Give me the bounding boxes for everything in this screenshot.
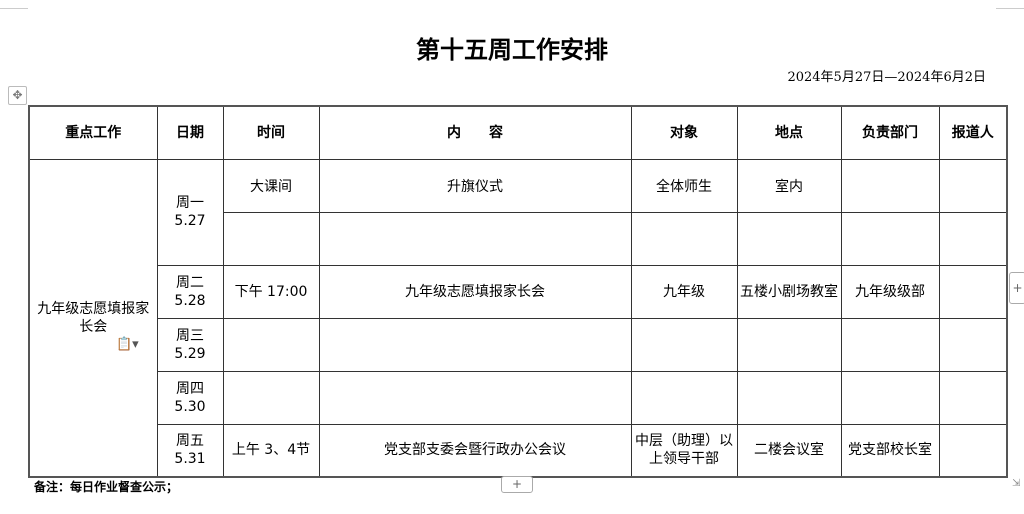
target-cell[interactable]: 中层（助理）以上领导干部: [630, 423, 738, 478]
place-cell[interactable]: 二楼会议室: [736, 423, 842, 478]
date-cell[interactable]: 周二 5.28: [156, 264, 224, 319]
table-move-handle-icon[interactable]: ✥: [8, 86, 27, 105]
place-cell[interactable]: [736, 317, 842, 372]
footnote: 备注：每日作业督查公示；: [34, 480, 179, 494]
reporter-cell[interactable]: [938, 423, 1008, 478]
target-cell[interactable]: 全体师生: [630, 158, 738, 213]
table-row: 九年级志愿填报家长会 周一 5.27 大课间 升旗仪式 全体师生 室内: [28, 158, 1008, 478]
place-cell[interactable]: [736, 211, 842, 266]
date-range: 2024年5月27日—2024年6月2日: [787, 70, 986, 85]
time-cell[interactable]: [222, 211, 320, 266]
header-cell: 负责部门: [840, 105, 940, 160]
reporter-cell[interactable]: [938, 211, 1008, 266]
page-corner-mark: [996, 0, 1024, 9]
add-row-button[interactable]: +: [501, 476, 533, 493]
schedule-table: 重点工作 日期 时间 内 容 对象 地点 负责部门 报道人 九年级志愿填报家长会…: [28, 105, 1008, 478]
header-cell: 报道人: [938, 105, 1008, 160]
header-cell: 对象: [630, 105, 738, 160]
header-cell: 时间: [222, 105, 320, 160]
dept-cell[interactable]: [840, 317, 940, 372]
target-cell[interactable]: [630, 317, 738, 372]
key-work-cell[interactable]: 九年级志愿填报家长会: [28, 158, 158, 478]
content-cell[interactable]: [318, 370, 632, 425]
place-cell[interactable]: 室内: [736, 158, 842, 213]
date-cell[interactable]: 周一 5.27: [156, 158, 224, 266]
paste-options-icon[interactable]: 📋▾: [116, 337, 139, 352]
time-cell[interactable]: [222, 317, 320, 372]
header-cell: 重点工作: [28, 105, 158, 160]
table-resize-handle-icon[interactable]: ⇲: [1012, 478, 1021, 489]
place-cell[interactable]: 五楼小剧场教室: [736, 264, 842, 319]
page-title: 第十五周工作安排: [416, 36, 608, 64]
dept-cell[interactable]: [840, 158, 940, 213]
add-column-button[interactable]: +: [1009, 272, 1024, 304]
dept-cell[interactable]: [840, 211, 940, 266]
dept-cell[interactable]: 九年级级部: [840, 264, 940, 319]
table-row: 周三 5.29: [29, 317, 1008, 372]
time-cell[interactable]: [222, 370, 320, 425]
dept-cell[interactable]: 党支部校长室: [840, 423, 940, 478]
target-cell[interactable]: 九年级: [630, 264, 738, 319]
content-cell[interactable]: [318, 211, 632, 266]
table-row: 周五 5.31 上午 3、4节 党支部支委会暨行政办公会议 中层（助理）以上领导干…: [29, 423, 1008, 478]
page-corner-mark: [0, 0, 28, 9]
target-cell[interactable]: [630, 211, 738, 266]
table-row: 周四 5.30: [29, 370, 1008, 425]
header-row: 重点工作 日期 时间 内 容 对象 地点 负责部门 报道人: [28, 105, 1008, 160]
content-cell[interactable]: [318, 317, 632, 372]
reporter-cell[interactable]: [938, 370, 1008, 425]
date-cell[interactable]: 周四 5.30: [156, 370, 224, 425]
date-cell[interactable]: 周三 5.29: [156, 317, 224, 372]
reporter-cell[interactable]: [938, 158, 1008, 213]
time-cell[interactable]: 上午 3、4节: [222, 423, 320, 478]
table-row: 周二 5.28 下午 17:00 九年级志愿填报家长会 九年级 五楼小剧场教室 九…: [29, 264, 1008, 319]
place-cell[interactable]: [736, 370, 842, 425]
content-cell[interactable]: 升旗仪式: [318, 158, 632, 213]
reporter-cell[interactable]: [938, 317, 1008, 372]
header-cell: 内 容: [318, 105, 632, 160]
reporter-cell[interactable]: [938, 264, 1008, 319]
date-cell[interactable]: 周五 5.31: [156, 423, 224, 478]
header-cell: 日期: [156, 105, 224, 160]
time-cell[interactable]: 大课间: [222, 158, 320, 213]
dept-cell[interactable]: [840, 370, 940, 425]
time-cell[interactable]: 下午 17:00: [222, 264, 320, 319]
header-cell: 地点: [736, 105, 842, 160]
target-cell[interactable]: [630, 370, 738, 425]
content-cell[interactable]: 党支部支委会暨行政办公会议: [318, 423, 632, 478]
content-cell[interactable]: 九年级志愿填报家长会: [318, 264, 632, 319]
